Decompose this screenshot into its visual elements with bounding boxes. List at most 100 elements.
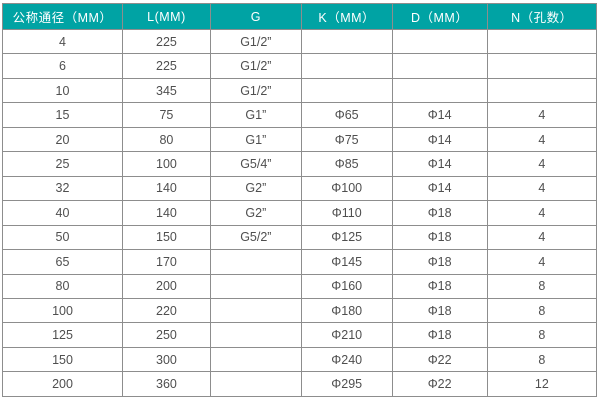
table-cell: 100 [121,151,211,177]
table-row: 4 225 G1/2” [2,28,598,55]
table-cell [391,28,488,55]
table-cell: Φ18 [391,224,488,251]
table-cell: Φ14 [391,126,488,153]
table-cell: G2” [209,175,302,202]
table-cell: 345 [121,77,211,104]
table-cell: 140 [121,200,211,226]
table-cell [209,371,302,397]
table-cell: 200 [121,273,211,299]
table-cell: 50 [2,224,123,251]
table-row: 20 80 G1” Φ75 Φ14 4 [2,126,598,153]
table-cell: 4 [486,126,598,153]
table-cell [391,77,488,104]
column-header: G [209,3,302,30]
table-cell: Φ210 [300,322,393,348]
table-cell: 4 [486,175,598,202]
table-cell: Φ18 [391,200,488,226]
table-cell [209,346,302,373]
table-cell: Φ14 [391,102,488,128]
table-row: 32 140 G2” Φ100 Φ14 4 [2,175,598,202]
table-cell: 8 [486,322,598,348]
header-row: 公称通径（MM） L(MM) G K（MM） D（MM） N（孔数） [2,3,598,30]
table-cell: 8 [486,273,598,299]
table-cell: Φ295 [300,371,393,397]
table-cell: Φ18 [391,249,488,275]
table-cell: Φ14 [391,151,488,177]
table-cell: Φ145 [300,249,393,275]
table-cell: 15 [2,102,123,128]
table-cell: Φ110 [300,200,393,226]
table-cell: 140 [121,175,211,202]
table-row: 15 75 G1” Φ65 Φ14 4 [2,102,598,128]
table-cell: G2” [209,200,302,226]
table-cell: Φ125 [300,224,393,251]
table-cell: 8 [486,346,598,373]
table-cell: 65 [2,249,123,275]
table-cell: Φ160 [300,273,393,299]
table-cell: G1/2” [209,53,302,79]
table-row: 65 170 Φ145 Φ18 4 [2,249,598,275]
column-header: 公称通径（MM） [2,3,123,30]
table-cell: G1/2” [209,77,302,104]
table-cell: Φ18 [391,322,488,348]
table-cell: G1” [209,126,302,153]
table-cell: 4 [2,28,123,55]
table-cell: Φ22 [391,371,488,397]
table-row: 6 225 G1/2” [2,53,598,79]
table-cell: 4 [486,151,598,177]
table-row: 100 220 Φ180 Φ18 8 [2,297,598,324]
table-cell: 4 [486,224,598,251]
table-cell: G1/2” [209,28,302,55]
table-cell: 6 [2,53,123,79]
table-cell: 75 [121,102,211,128]
table-cell [391,53,488,79]
table-cell [209,249,302,275]
spec-table: 公称通径（MM） L(MM) G K（MM） D（MM） N（孔数） 4 225 G1/2” 6… [2,3,598,397]
table-cell: 125 [2,322,123,348]
column-header: K（MM） [300,3,393,30]
table-cell: 10 [2,77,123,104]
table-cell: 300 [121,346,211,373]
column-header: D（MM） [391,3,488,30]
table-cell [486,53,598,79]
table-cell: 225 [121,28,211,55]
table-cell: 220 [121,297,211,324]
table-cell: Φ14 [391,175,488,202]
table-cell: 12 [486,371,598,397]
table-cell: Φ18 [391,297,488,324]
table-container: 公称通径（MM） L(MM) G K（MM） D（MM） N（孔数） 4 225 G1/2” 6… [2,3,598,397]
table-cell: Φ75 [300,126,393,153]
table-cell: 4 [486,102,598,128]
table-cell: Φ85 [300,151,393,177]
table-cell [300,77,393,104]
table-cell [486,77,598,104]
table-row: 200 360 Φ295 Φ22 12 [2,371,598,397]
table-cell: 8 [486,297,598,324]
column-header: L(MM) [121,3,211,30]
table-cell [209,297,302,324]
table-cell: 25 [2,151,123,177]
table-cell: 150 [121,224,211,251]
table-cell: Φ65 [300,102,393,128]
column-header: N（孔数） [486,3,598,30]
table-row: 25 100 G5/4” Φ85 Φ14 4 [2,151,598,177]
table-cell: 200 [2,371,123,397]
table-row: 40 140 G2” Φ110 Φ18 4 [2,200,598,226]
table-cell [209,322,302,348]
table-cell: 4 [486,249,598,275]
table-cell: 150 [2,346,123,373]
table-cell: 32 [2,175,123,202]
table-cell: 250 [121,322,211,348]
table-cell: 170 [121,249,211,275]
table-cell: 20 [2,126,123,153]
table-cell [300,28,393,55]
table-cell [486,28,598,55]
table-cell: 225 [121,53,211,79]
table-row: 50 150 G5/2” Φ125 Φ18 4 [2,224,598,251]
table-cell [209,273,302,299]
table-cell: 100 [2,297,123,324]
table-cell: Φ180 [300,297,393,324]
table-cell: 360 [121,371,211,397]
table-cell: 80 [2,273,123,299]
table-cell: G5/4” [209,151,302,177]
